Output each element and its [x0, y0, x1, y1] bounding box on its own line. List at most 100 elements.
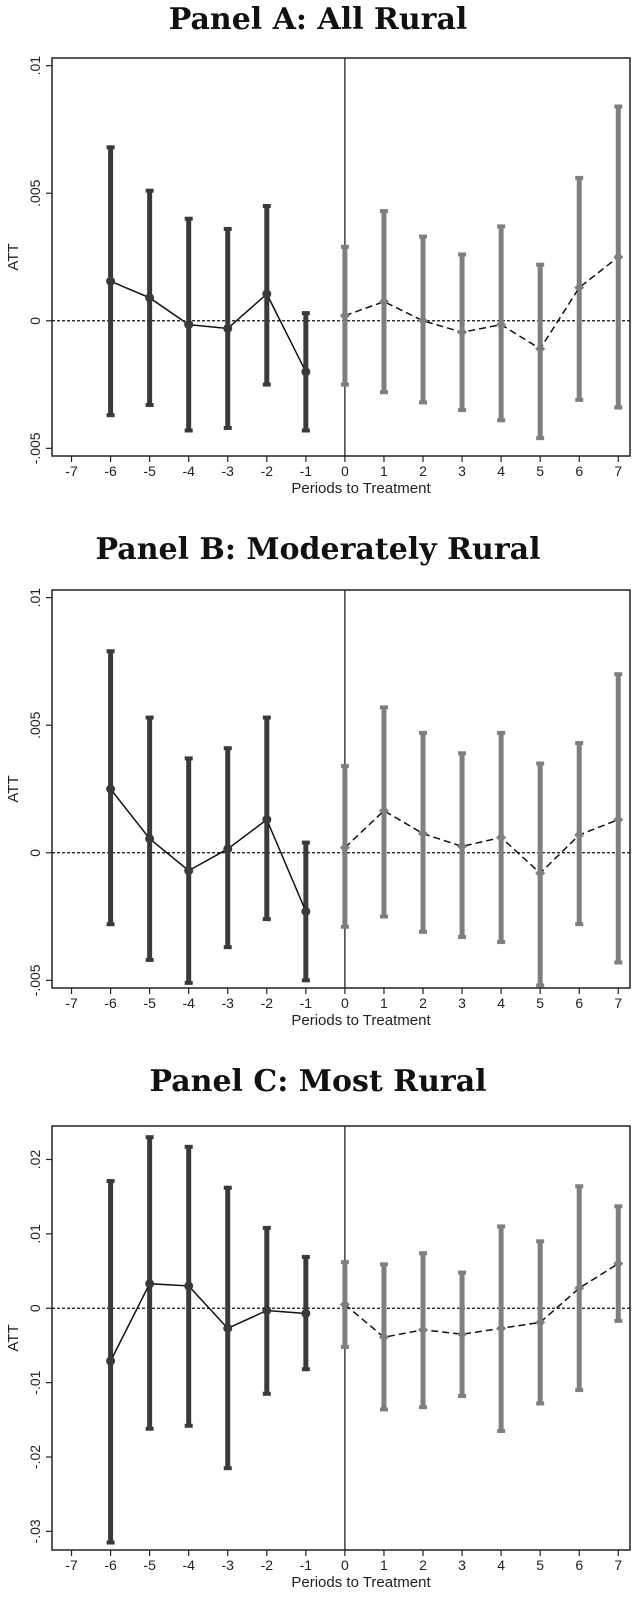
- data-point: [378, 1332, 389, 1343]
- x-tick-label: 5: [536, 463, 544, 479]
- plot-frame: [51, 1125, 631, 1551]
- data-point: [106, 1356, 116, 1366]
- y-tick-label: -.01: [27, 1370, 43, 1394]
- x-tick-label: -6: [104, 995, 117, 1011]
- x-tick-label: 6: [575, 463, 583, 479]
- data-point: [613, 252, 624, 262]
- data-point: [339, 842, 350, 853]
- x-tick-label: 0: [341, 1557, 349, 1573]
- data-point: [418, 315, 429, 326]
- data-point: [184, 1281, 194, 1291]
- x-tick-label: 3: [458, 995, 466, 1011]
- y-tick-label: -.03: [27, 1519, 43, 1543]
- data-point: [262, 289, 272, 299]
- y-tick-label: 0: [27, 317, 43, 325]
- data-point: [262, 1305, 272, 1315]
- x-tick-label: 5: [536, 1557, 544, 1573]
- x-axis-label: Periods to Treatment: [291, 1012, 431, 1029]
- x-axis-label: Periods to Treatment: [291, 480, 431, 497]
- data-point: [613, 814, 624, 825]
- data-point: [535, 868, 546, 879]
- data-point: [145, 293, 155, 303]
- panel-title: Panel B: Moderately Rural: [95, 532, 541, 567]
- y-tick-label: -.02: [27, 1445, 43, 1469]
- data-point: [339, 310, 350, 321]
- plot-frame: [51, 589, 631, 989]
- x-tick-label: -2: [261, 995, 274, 1011]
- data-point: [106, 784, 116, 794]
- y-tick-label: -.005: [27, 964, 43, 996]
- data-point: [301, 367, 311, 377]
- x-tick-label: -5: [143, 1557, 156, 1573]
- data-point: [301, 906, 311, 916]
- y-tick-label: .005: [27, 179, 43, 206]
- y-axis-label: ATT: [5, 1324, 22, 1351]
- panel-title: Panel C: Most Rural: [149, 1064, 487, 1099]
- y-tick-label: .02: [27, 1150, 43, 1170]
- data-point: [496, 832, 507, 843]
- y-tick-label: .01: [27, 56, 43, 76]
- data-point: [574, 829, 585, 840]
- x-tick-label: -3: [222, 1557, 235, 1573]
- data-point: [262, 815, 272, 825]
- x-tick-label: -5: [143, 463, 156, 479]
- x-tick-label: 2: [419, 463, 427, 479]
- y-axis-label: ATT: [5, 243, 22, 270]
- data-point: [574, 282, 585, 293]
- y-tick-label: .005: [27, 711, 43, 738]
- data-point: [223, 323, 233, 333]
- event-study-chart-a: -7 -6 -5 -4 -3 -2 -1 0 1 2 3 4 5 6 7 -.005 0 .005 .01 Perio…: [5, 56, 631, 497]
- data-point: [223, 1323, 233, 1333]
- x-tick-label: -6: [104, 463, 117, 479]
- x-tick-label: 2: [419, 1557, 427, 1573]
- x-tick-label: 7: [614, 463, 622, 479]
- x-tick-label: -4: [182, 463, 195, 479]
- data-point: [223, 844, 233, 854]
- data-point: [535, 1317, 546, 1328]
- data-point: [378, 296, 389, 307]
- x-tick-label: 5: [536, 995, 544, 1011]
- y-tick-label: .01: [27, 1224, 43, 1244]
- event-study-chart-c: -7 -6 -5 -4 -3 -2 -1 0 1 2 3 4 5 6 7 -.03 -.02 -.01 0 .01 .0…: [5, 1125, 631, 1591]
- x-tick-label: 1: [380, 463, 388, 479]
- data-point: [378, 805, 389, 816]
- data-point: [339, 1299, 350, 1310]
- x-tick-label: -5: [143, 995, 156, 1011]
- x-tick-label: -3: [222, 995, 235, 1011]
- data-point: [535, 343, 546, 354]
- y-tick-label: 0: [27, 849, 43, 857]
- y-tick-label: .01: [27, 588, 43, 608]
- x-tick-label: -3: [222, 463, 235, 479]
- x-tick-label: -6: [104, 1557, 117, 1573]
- x-tick-label: 1: [380, 1557, 388, 1573]
- data-point: [301, 1308, 311, 1318]
- x-tick-label: -7: [65, 1557, 78, 1573]
- x-tick-label: 2: [419, 995, 427, 1011]
- x-tick-label: -7: [65, 463, 78, 479]
- x-tick-label: -1: [300, 463, 313, 479]
- data-point: [184, 320, 194, 330]
- x-tick-label: 1: [380, 995, 388, 1011]
- panel-title: Panel A: All Rural: [168, 2, 468, 37]
- data-point: [184, 866, 194, 876]
- plot-frame: [51, 57, 631, 457]
- data-point: [496, 319, 507, 330]
- x-tick-label: -7: [65, 995, 78, 1011]
- pre-treatment-line: [109, 788, 307, 912]
- x-tick-label: 3: [458, 1557, 466, 1573]
- x-tick-label: 6: [575, 995, 583, 1011]
- data-point: [613, 1258, 624, 1269]
- data-point: [574, 1283, 585, 1294]
- x-tick-label: 4: [497, 463, 505, 479]
- data-point: [457, 1329, 468, 1340]
- x-tick-label: -4: [182, 995, 195, 1011]
- post-treatment-line: [344, 256, 619, 350]
- x-tick-label: -1: [300, 995, 313, 1011]
- x-tick-label: 7: [614, 1557, 622, 1573]
- x-tick-label: 0: [341, 463, 349, 479]
- x-tick-label: 4: [497, 1557, 505, 1573]
- data-point: [145, 1279, 155, 1289]
- x-axis-label: Periods to Treatment: [291, 1574, 431, 1591]
- pre-treatment-line: [110, 280, 307, 373]
- data-point: [106, 276, 116, 286]
